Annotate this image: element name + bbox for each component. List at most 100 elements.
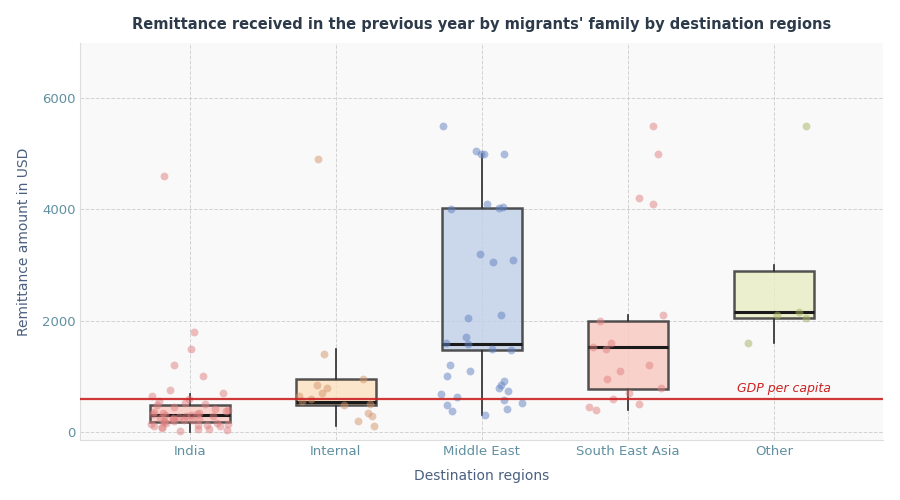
Point <box>149 402 164 409</box>
Point <box>153 414 167 422</box>
Y-axis label: Remittance amount in USD: Remittance amount in USD <box>17 148 31 336</box>
Bar <box>588 320 668 388</box>
Point <box>212 422 227 430</box>
Point <box>191 422 205 430</box>
Point <box>167 362 182 370</box>
Point <box>632 194 646 202</box>
Point <box>184 411 198 419</box>
Bar <box>442 208 522 350</box>
Point <box>158 412 173 420</box>
Point <box>147 408 161 416</box>
Point <box>436 122 450 130</box>
Title: Remittance received in the previous year by migrants' family by destination regi: Remittance received in the previous year… <box>132 16 832 32</box>
Point <box>586 343 600 351</box>
Point <box>493 311 508 319</box>
Point <box>500 388 515 396</box>
Point <box>439 339 454 347</box>
Point <box>337 402 351 409</box>
Point <box>198 400 212 408</box>
Point <box>603 339 617 347</box>
Point <box>192 414 206 422</box>
Point <box>485 344 500 352</box>
Point <box>469 147 483 155</box>
Point <box>356 375 370 383</box>
Point <box>500 404 514 412</box>
Point <box>792 308 806 316</box>
Point <box>459 334 473 342</box>
Point <box>497 396 511 404</box>
Point <box>446 407 460 415</box>
Point <box>606 394 620 402</box>
Point <box>220 406 235 414</box>
Point <box>480 200 494 208</box>
Point <box>798 314 813 322</box>
Point <box>152 398 166 406</box>
Point <box>166 414 180 422</box>
Point <box>450 393 464 401</box>
Point <box>593 316 608 324</box>
Point <box>461 340 475 348</box>
Point <box>172 427 186 435</box>
Point <box>642 362 656 370</box>
Point <box>179 412 194 420</box>
Point <box>310 380 324 388</box>
Point <box>196 372 211 380</box>
Point <box>463 367 477 375</box>
Point <box>166 403 181 411</box>
Point <box>157 172 171 180</box>
Point <box>434 390 448 398</box>
Point <box>221 420 236 428</box>
Point <box>646 200 661 208</box>
Point <box>440 372 454 380</box>
X-axis label: Destination regions: Destination regions <box>414 470 549 484</box>
Point <box>491 384 506 392</box>
Bar <box>295 378 376 406</box>
Point <box>292 392 306 400</box>
Point <box>208 404 222 412</box>
Point <box>651 150 665 158</box>
Point <box>177 399 192 407</box>
Point <box>443 362 457 370</box>
Point <box>172 413 186 421</box>
Point <box>159 418 174 426</box>
Point <box>155 423 169 431</box>
Point <box>166 417 181 425</box>
Point <box>440 402 454 409</box>
Point <box>474 150 489 158</box>
Point <box>145 392 159 400</box>
Point <box>645 122 660 130</box>
Point <box>317 350 331 358</box>
Point <box>156 408 170 416</box>
Point <box>478 412 492 420</box>
Point <box>363 400 377 408</box>
Point <box>200 421 214 429</box>
Point <box>206 412 220 420</box>
Point <box>184 344 199 352</box>
Point <box>166 415 180 423</box>
Point <box>497 377 511 385</box>
Point <box>770 311 784 319</box>
Point <box>493 380 508 388</box>
Point <box>613 367 627 375</box>
Point <box>656 311 670 319</box>
Point <box>589 406 603 414</box>
Point <box>143 420 157 428</box>
Point <box>486 258 500 266</box>
Point <box>515 398 529 406</box>
Bar <box>734 270 814 318</box>
Point <box>654 384 669 392</box>
Point <box>582 403 597 411</box>
Point <box>157 418 171 426</box>
Point <box>741 339 755 347</box>
Bar <box>149 406 230 422</box>
Point <box>476 150 491 158</box>
Point <box>598 344 613 352</box>
Point <box>460 314 474 322</box>
Point <box>472 250 487 258</box>
Point <box>220 426 234 434</box>
Point <box>157 418 171 426</box>
Point <box>600 375 615 383</box>
Point <box>192 409 206 417</box>
Point <box>504 346 518 354</box>
Point <box>496 202 510 210</box>
